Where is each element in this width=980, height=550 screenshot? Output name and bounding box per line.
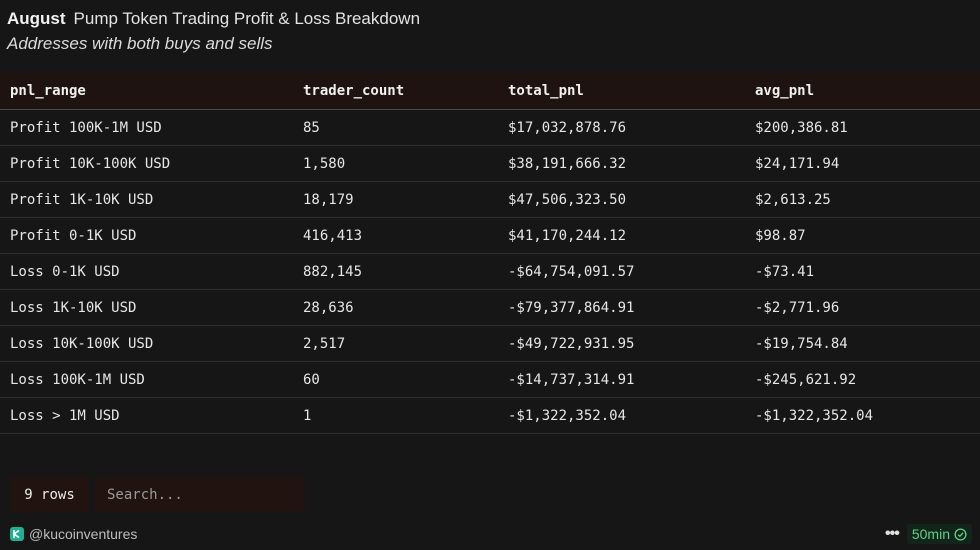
table-row[interactable]: Loss 0-1K USD 882,145 -$64,754,091.57 -$73.…: [0, 254, 980, 290]
cell-trader-count: 60: [303, 371, 320, 388]
page-title: Pump Token Trading Profit & Loss Breakdo…: [73, 9, 421, 28]
cell-pnl-range: Loss 1K-10K USD: [10, 299, 137, 316]
cell-total-pnl: $41,170,244.12: [508, 227, 627, 244]
search-input[interactable]: [95, 477, 305, 512]
page-subtitle: Addresses with both buys and sells: [7, 34, 273, 53]
cell-avg-pnl: $98.87: [755, 227, 806, 244]
refresh-label: 50min: [911, 526, 950, 542]
table-row[interactable]: Loss > 1M USD 1 -$1,322,352.04 -$1,322,352.…: [0, 398, 980, 434]
column-header-pnl-range[interactable]: pnl_range: [10, 82, 86, 99]
kucoin-logo-icon: [10, 527, 24, 541]
table-row[interactable]: Loss 10K-100K USD 2,517 -$49,722,931.95 -$1…: [0, 326, 980, 362]
column-header-total-pnl[interactable]: total_pnl: [508, 82, 584, 99]
cell-trader-count: 1: [303, 407, 312, 424]
table-row[interactable]: Profit 100K-1M USD 85 $17,032,878.76 $200,3…: [0, 110, 980, 146]
cell-total-pnl: -$1,322,352.04: [508, 407, 627, 424]
cell-trader-count: 1,580: [303, 155, 346, 172]
table-row[interactable]: Loss 1K-10K USD 28,636 -$79,377,864.91 -$2,…: [0, 290, 980, 326]
cell-avg-pnl: -$2,771.96: [755, 299, 840, 316]
cell-avg-pnl: -$1,322,352.04: [755, 407, 874, 424]
cell-trader-count: 2,517: [303, 335, 346, 352]
cell-pnl-range: Profit 10K-100K USD: [10, 155, 171, 172]
cell-total-pnl: $17,032,878.76: [508, 119, 627, 136]
check-circle-icon: [954, 527, 967, 541]
cell-total-pnl: $47,506,323.50: [508, 191, 627, 208]
cell-pnl-range: Profit 0-1K USD: [10, 227, 137, 244]
title-month: August: [7, 9, 66, 28]
cell-total-pnl: -$79,377,864.91: [508, 299, 635, 316]
cell-total-pnl: -$64,754,091.57: [508, 263, 635, 280]
cell-avg-pnl: -$245,621.92: [755, 371, 857, 388]
cell-trader-count: 18,179: [303, 191, 354, 208]
cell-pnl-range: Profit 1K-10K USD: [10, 191, 154, 208]
row-count-badge: 9 rows: [10, 477, 89, 512]
cell-pnl-range: Loss 10K-100K USD: [10, 335, 154, 352]
cell-avg-pnl: $200,386.81: [755, 119, 848, 136]
title-line: August Pump Token Trading Profit & Loss B…: [7, 8, 420, 30]
author-handle[interactable]: @kucoinventures: [29, 526, 138, 542]
cell-pnl-range: Profit 100K-1M USD: [10, 119, 162, 136]
table-body: Profit 100K-1M USD 85 $17,032,878.76 $200,3…: [0, 110, 980, 434]
cell-pnl-range: Loss > 1M USD: [10, 407, 120, 424]
footer-actions: ••• 50min: [885, 524, 972, 544]
cell-avg-pnl: $24,171.94: [755, 155, 840, 172]
cell-total-pnl: -$49,722,931.95: [508, 335, 635, 352]
refresh-status-badge[interactable]: 50min: [906, 524, 972, 544]
results-table: pnl_range trader_count total_pnl avg_pnl…: [0, 72, 980, 434]
cell-avg-pnl: -$19,754.84: [755, 335, 848, 352]
table-row[interactable]: Loss 100K-1M USD 60 -$14,737,314.91 -$245,6…: [0, 362, 980, 398]
cell-trader-count: 882,145: [303, 263, 363, 280]
table-row[interactable]: Profit 0-1K USD 416,413 $41,170,244.12 $98.…: [0, 218, 980, 254]
cell-trader-count: 85: [303, 119, 320, 136]
more-horizontal-icon[interactable]: •••: [885, 525, 900, 542]
author-credit[interactable]: @kucoinventures: [10, 526, 137, 542]
cell-pnl-range: Loss 100K-1M USD: [10, 371, 145, 388]
table-header: pnl_range trader_count total_pnl avg_pnl: [0, 72, 980, 110]
table-row[interactable]: Profit 1K-10K USD 18,179 $47,506,323.50 $2,…: [0, 182, 980, 218]
cell-pnl-range: Loss 0-1K USD: [10, 263, 120, 280]
cell-trader-count: 28,636: [303, 299, 354, 316]
cell-avg-pnl: $2,613.25: [755, 191, 831, 208]
cell-avg-pnl: -$73.41: [755, 263, 815, 280]
column-header-avg-pnl[interactable]: avg_pnl: [755, 82, 815, 99]
column-header-trader-count[interactable]: trader_count: [303, 82, 405, 99]
cell-total-pnl: -$14,737,314.91: [508, 371, 635, 388]
cell-total-pnl: $38,191,666.32: [508, 155, 627, 172]
header: August Pump Token Trading Profit & Loss B…: [7, 8, 420, 55]
table-row[interactable]: Profit 10K-100K USD 1,580 $38,191,666.32 $2…: [0, 146, 980, 182]
cell-trader-count: 416,413: [303, 227, 363, 244]
